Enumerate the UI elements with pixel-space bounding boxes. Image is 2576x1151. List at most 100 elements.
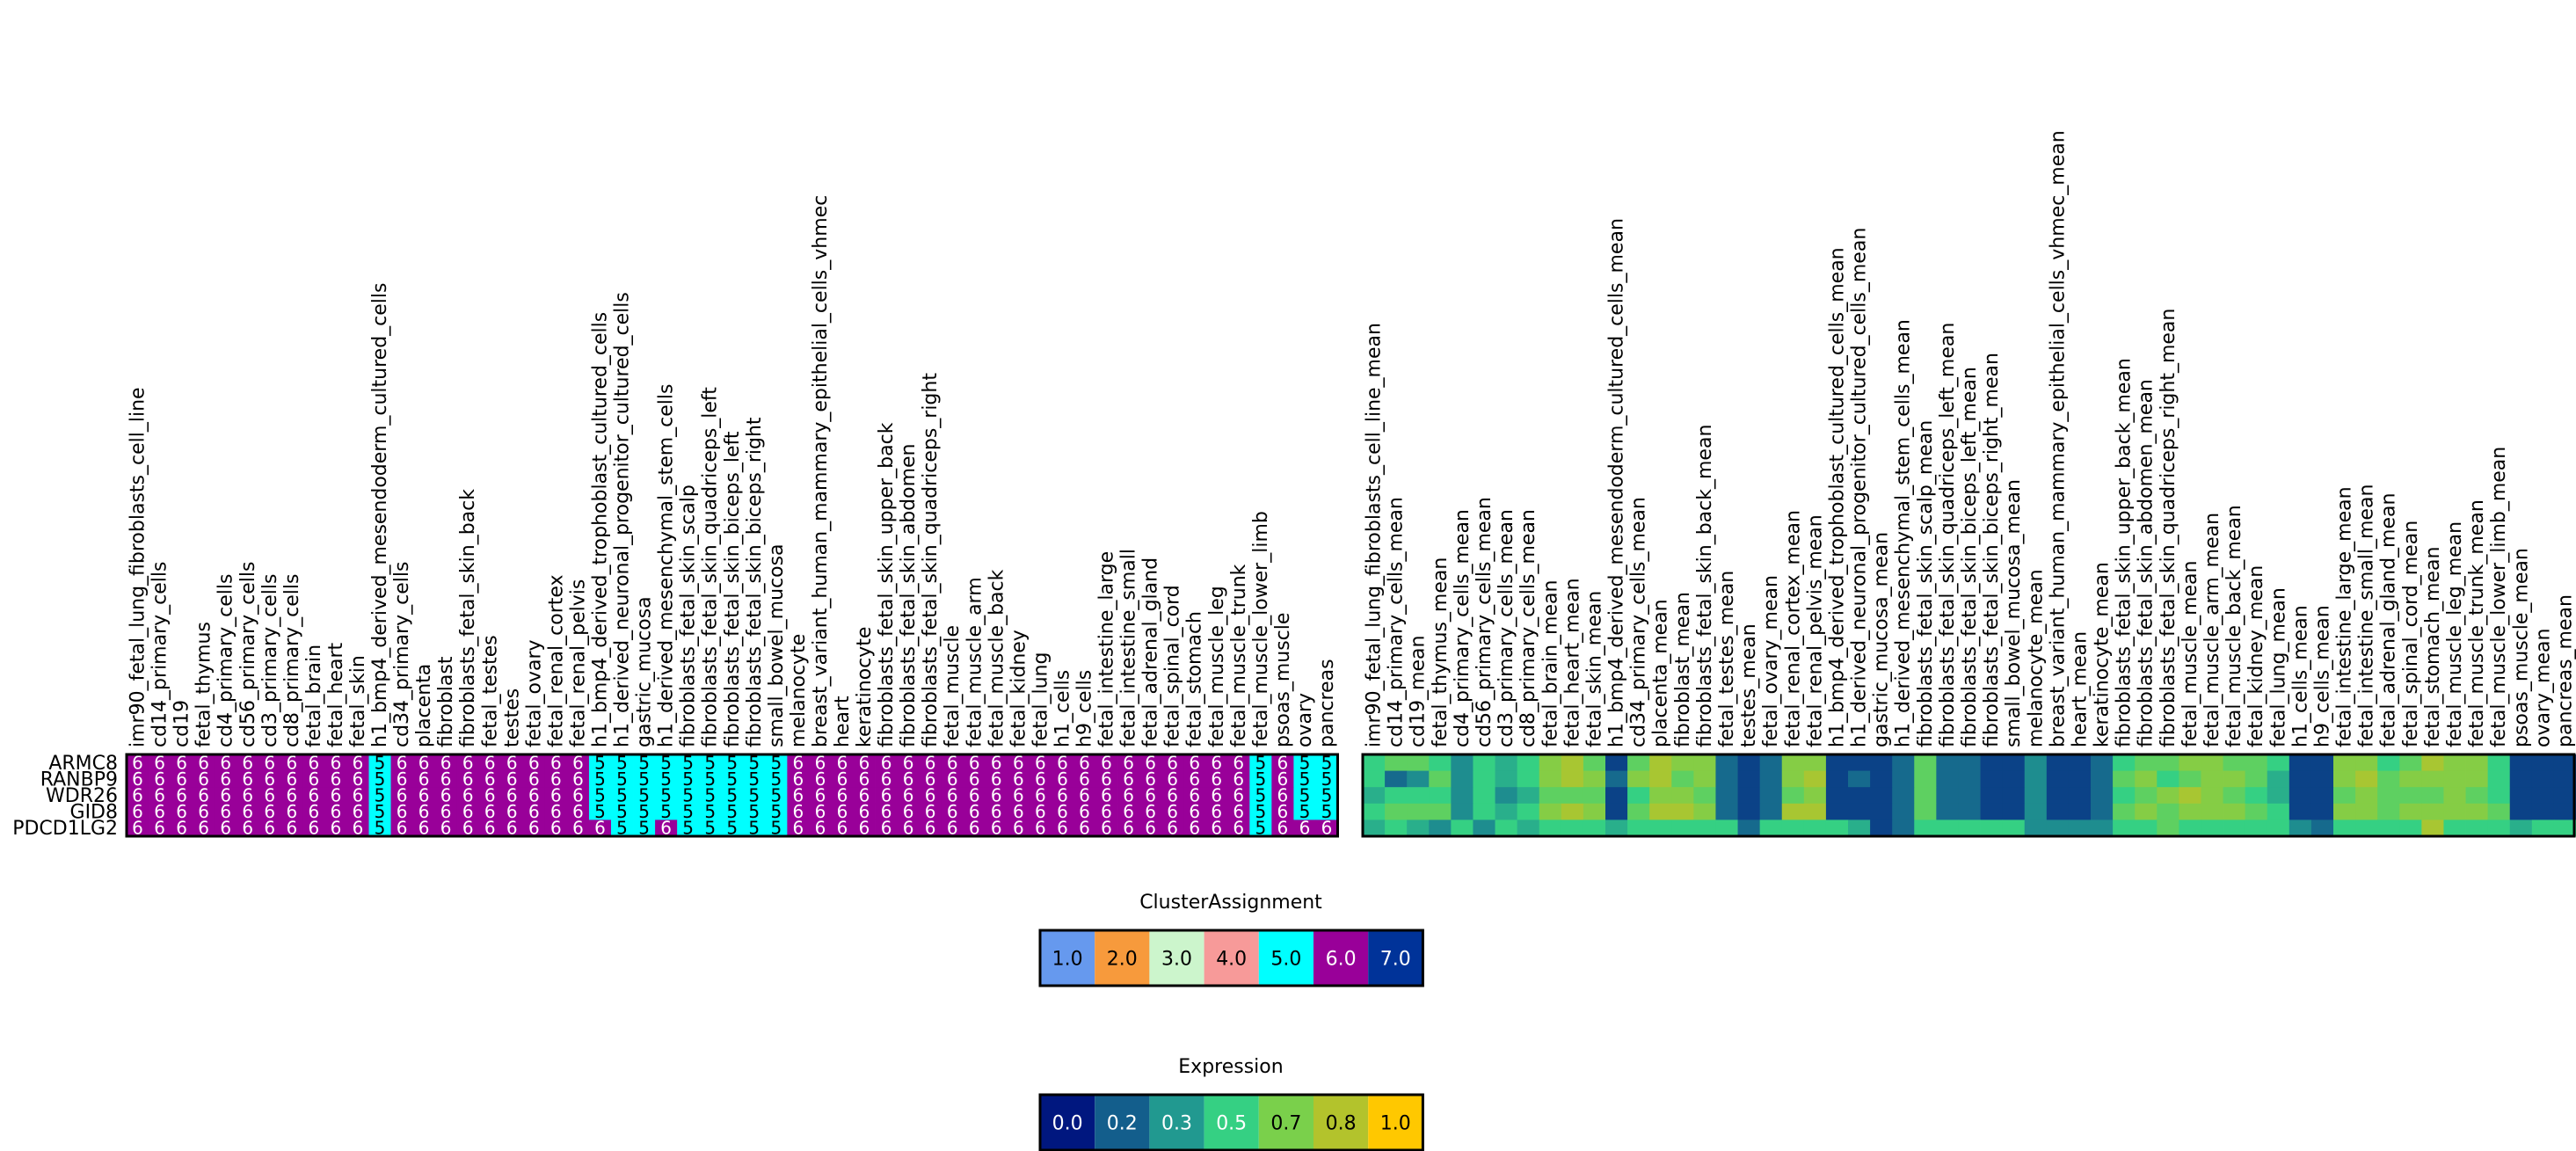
cluster-cell-label: 6 — [331, 769, 342, 790]
cluster-cell-label: 6 — [331, 818, 342, 839]
cluster-cell — [853, 820, 876, 837]
cluster-cell-label: 6 — [198, 818, 209, 839]
expression-cell — [2201, 754, 2223, 771]
expression-cell — [1715, 803, 1738, 820]
expression-cell — [1561, 754, 1584, 771]
cluster-cell — [831, 770, 854, 788]
cluster-cell — [611, 754, 634, 771]
expression-cell — [2333, 803, 2356, 820]
expression-cell — [2355, 787, 2378, 805]
expression-cell — [1715, 787, 1738, 805]
cluster-cell — [655, 820, 678, 837]
cluster-column-label: fibroblasts_fetal_skin_upper_back — [876, 422, 898, 747]
cluster-column-label: fetal_renal_cortex — [545, 574, 567, 747]
expression-cell — [1980, 754, 2004, 771]
cluster-cell-label: 6 — [528, 785, 540, 806]
expression-cell — [1693, 754, 1716, 771]
cluster-cell-label: 6 — [440, 785, 452, 806]
cluster-cell — [544, 787, 568, 805]
cluster-legend-label: 7.0 — [1380, 949, 1411, 971]
expression-cell — [2135, 787, 2158, 805]
expression-cell — [1429, 820, 1452, 837]
cluster-cell-label: 6 — [484, 818, 496, 839]
expression-cell — [2245, 803, 2268, 820]
cluster-cell — [127, 787, 149, 805]
cluster-cell — [1051, 770, 1074, 788]
cluster-cell — [412, 770, 436, 788]
cluster-cell — [1205, 787, 1228, 805]
cluster-cell-label: 6 — [1101, 769, 1112, 790]
cluster-cell — [809, 820, 832, 837]
cluster-cell — [149, 787, 171, 805]
cluster-cell — [721, 803, 744, 820]
cluster-cell — [787, 770, 810, 788]
expression-cell — [1693, 787, 1716, 805]
cluster-cell — [302, 803, 325, 820]
row-label: RANBP9 — [40, 769, 118, 790]
cluster-cell-label: 6 — [132, 801, 143, 822]
cluster-cell-label: 6 — [550, 785, 562, 806]
cluster-cell-label: 5 — [770, 752, 782, 773]
cluster-cell — [809, 787, 832, 805]
cluster-cell — [1227, 770, 1250, 788]
cluster-cell-label: 5 — [1321, 769, 1333, 790]
cluster-cell-label: 6 — [925, 769, 936, 790]
cluster-cell-label: 6 — [1079, 801, 1090, 822]
cluster-cell — [897, 820, 921, 837]
expression-column-label: h1_bmp4_derived_trophoblast_cultured_cel… — [1827, 247, 1849, 747]
expression-cell — [2421, 803, 2444, 820]
cluster-cell-label: 6 — [1189, 801, 1200, 822]
cluster-cell — [765, 803, 788, 820]
cluster-cell-label: 6 — [397, 752, 408, 773]
expression-cell — [1892, 754, 1915, 771]
expression-cell — [2355, 820, 2378, 837]
expression-cell — [2487, 803, 2511, 820]
expression-cell — [2267, 803, 2290, 820]
expression-cell — [2223, 754, 2246, 771]
cluster-cell-label: 6 — [881, 801, 892, 822]
cluster-cell-label: 5 — [682, 818, 694, 839]
expression-cell — [2465, 787, 2489, 805]
cluster-legend-label: 1.0 — [1052, 949, 1083, 971]
expression-cell — [1627, 803, 1650, 820]
cluster-cell — [765, 754, 788, 771]
expression-cell — [1737, 770, 1761, 788]
expression-cell — [2002, 754, 2026, 771]
cluster-cell-label: 6 — [462, 752, 474, 773]
cluster-cell-label: 6 — [154, 818, 165, 839]
cluster-cell — [456, 803, 480, 820]
cluster-cell — [919, 820, 942, 837]
cluster-cell — [236, 770, 259, 788]
expression-cell — [1936, 820, 1959, 837]
expression-cell — [1627, 754, 1650, 771]
expression-cell — [2091, 820, 2114, 837]
expression-cell — [2399, 803, 2422, 820]
cluster-cell-label: 5 — [726, 818, 738, 839]
cluster-cell — [302, 787, 325, 805]
cluster-cell-label: 6 — [309, 769, 320, 790]
cluster-cell — [258, 820, 281, 837]
expression-cell — [2068, 754, 2092, 771]
cluster-column-label: h1_derived_neuronal_progenitor_cultured_… — [612, 292, 634, 747]
cluster-cell-label: 6 — [969, 769, 980, 790]
cluster-cell — [743, 754, 766, 771]
cluster-cell-label: 6 — [462, 801, 474, 822]
expression-column-label: fetal_testes_mean — [1716, 571, 1738, 747]
cluster-cell-label: 6 — [286, 769, 297, 790]
cluster-column-label: fetal_muscle_back — [986, 569, 1008, 747]
expression-cell — [1407, 754, 1430, 771]
cluster-cell-label: 5 — [726, 785, 738, 806]
cluster-legend-title: ClusterAssignment — [1139, 892, 1322, 914]
cluster-cell-label: 5 — [1321, 752, 1333, 773]
expression-cell — [1451, 770, 1474, 788]
cluster-cell-label: 6 — [881, 769, 892, 790]
cluster-cell-label: 6 — [397, 801, 408, 822]
expression-cell — [1693, 803, 1716, 820]
cluster-cell — [1183, 770, 1206, 788]
cluster-cell — [412, 820, 436, 837]
cluster-cell — [941, 787, 964, 805]
expression-legend-swatch — [1204, 1095, 1259, 1150]
cluster-cell — [1007, 770, 1030, 788]
cluster-legend-label: 4.0 — [1216, 949, 1247, 971]
